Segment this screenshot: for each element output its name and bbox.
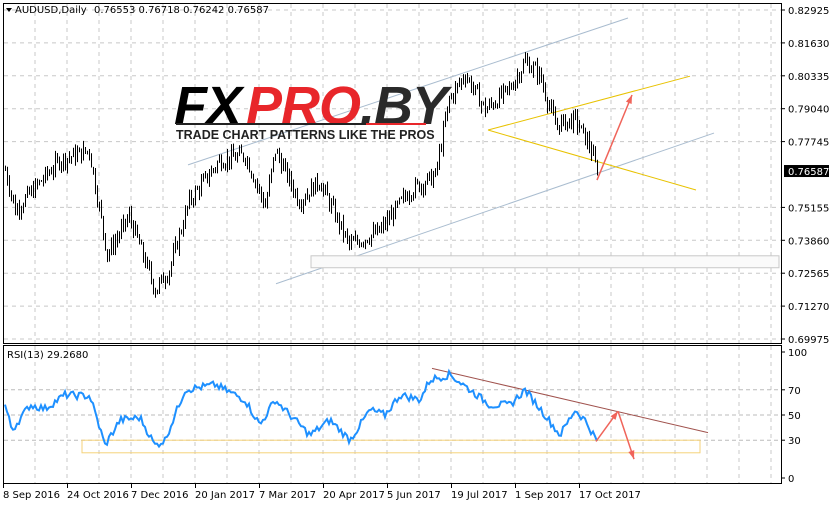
- price-tick-label: 0.75155: [788, 203, 829, 214]
- price-arrow-up: [596, 94, 633, 181]
- dropdown-triangle-icon[interactable]: [6, 8, 12, 12]
- support-zone: [310, 255, 780, 269]
- time-tick-label: 20 Jan 2017: [195, 490, 255, 501]
- rsi-label: RSI(13) 29.2680: [7, 350, 88, 361]
- svg-text:TRADE CHART PATTERNS LIKE THE: TRADE CHART PATTERNS LIKE THE PROS: [176, 128, 435, 142]
- price-axis[interactable]: 0.82925 0.81630 0.80335 0.79040 0.77745 0.751…: [781, 6, 829, 346]
- price-pane[interactable]: [3, 3, 782, 344]
- price-tick-label: 0.71270: [788, 302, 829, 313]
- rsi-tick-label: 0: [788, 474, 794, 485]
- time-axis[interactable]: 8 Sep 2016 24 Oct 2016 7 Dec 2016 20 Jan 20…: [3, 484, 641, 501]
- rsi-tick-label: 100: [788, 348, 807, 359]
- price-tick-label: 0.80335: [788, 72, 829, 83]
- price-tick-label: 0.69975: [788, 335, 829, 346]
- price-tick-label: 0.81630: [788, 39, 829, 50]
- last-price-label: 0.76587: [788, 167, 829, 178]
- time-tick-label: 20 Apr 2017: [323, 490, 385, 501]
- triangle-upper-line: [487, 75, 691, 131]
- rsi-tick-label: 50: [788, 411, 801, 422]
- time-tick-label: 5 Jun 2017: [387, 490, 441, 501]
- svg-text:PRO: PRO: [246, 76, 361, 136]
- rsi-tick-label: 70: [788, 386, 801, 397]
- rsi-tick-label: 30: [788, 436, 801, 447]
- time-tick-label: 24 Oct 2016: [67, 490, 129, 501]
- price-arrow-up-head-icon: [625, 94, 632, 104]
- symbol-header[interactable]: AUDUSD,Daily 0.76553 0.76718 0.76242 0.7…: [6, 5, 269, 16]
- time-tick-label: 17 Oct 2017: [579, 490, 641, 501]
- svg-text:.BY: .BY: [360, 76, 453, 136]
- channel-upper-line: [187, 17, 629, 166]
- svg-text:FX: FX: [174, 76, 245, 136]
- time-tick-label: 8 Sep 2016: [3, 490, 60, 501]
- price-tick-label: 0.73860: [788, 236, 829, 247]
- last-price-badge: [784, 165, 829, 178]
- rsi-arrow-up-head-icon: [610, 411, 618, 420]
- rsi-line: [4, 368, 598, 449]
- symbol-label: AUDUSD,Daily: [15, 5, 87, 16]
- rsi-arrow-down-head-icon: [628, 450, 635, 460]
- time-tick-label: 7 Mar 2017: [259, 490, 316, 501]
- rsi-trend-line: [431, 367, 709, 434]
- rsi-oversold-zone: [81, 439, 701, 454]
- rsi-polyline: [4, 368, 598, 449]
- price-candles: [5, 52, 598, 298]
- price-tick-label: 0.82925: [788, 6, 829, 17]
- fxpro-logo: FX PRO .BY TRADE CHART PATTERNS LIKE THE…: [174, 76, 454, 142]
- price-tick-label: 0.79040: [788, 105, 829, 116]
- rsi-axis[interactable]: 100 70 50 30 0: [781, 348, 807, 485]
- price-tick-label: 0.77745: [788, 138, 829, 149]
- time-tick-label: 1 Sep 2017: [515, 490, 572, 501]
- ohlc-values: 0.76553 0.76718 0.76242 0.76587: [94, 5, 269, 16]
- time-tick-label: 19 Jul 2017: [451, 490, 508, 501]
- chart-arrows[interactable]: [595, 94, 635, 460]
- time-tick-label: 7 Dec 2016: [131, 490, 189, 501]
- price-tick-label: 0.72565: [788, 269, 829, 280]
